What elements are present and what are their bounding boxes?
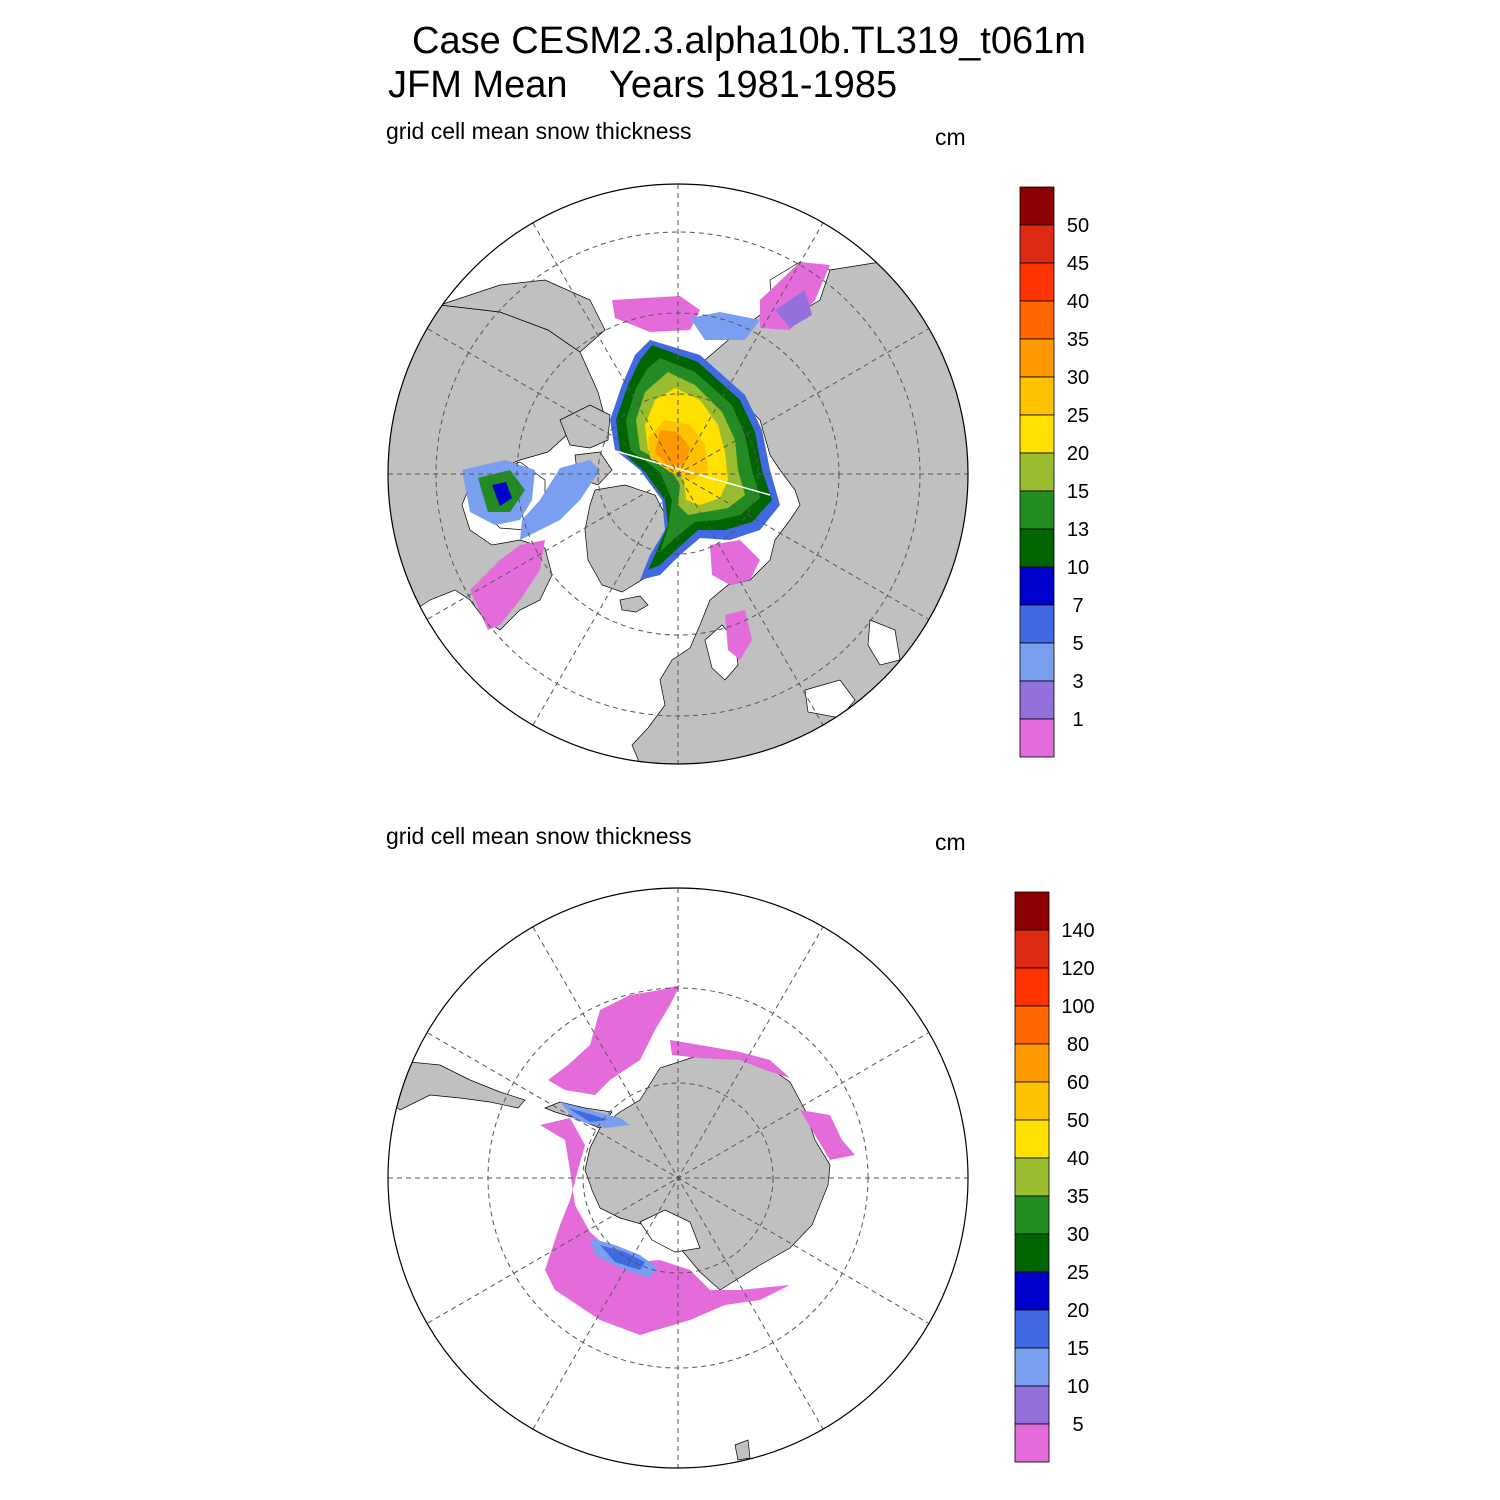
south-units: cm [935, 829, 966, 855]
north-colorbar-tick-label: 20 [1067, 443, 1089, 465]
canadian-archipelago [559, 404, 611, 449]
north-colorbar-tick-label: 13 [1067, 519, 1089, 541]
north-colorbar-box [1019, 338, 1055, 378]
north-polar-map [387, 183, 969, 765]
iceland [619, 595, 649, 613]
north-units: cm [935, 124, 966, 150]
south-colorbar-box [1014, 1309, 1050, 1349]
south-graticule [388, 888, 968, 1468]
north-colorbar-box [1019, 718, 1055, 758]
north-colorbar-box [1019, 490, 1055, 530]
south-polar-map [387, 887, 969, 1469]
north-colorbar-box [1019, 452, 1055, 492]
south-colorbar-tick-label: 20 [1067, 1300, 1089, 1322]
caspian-sea [867, 619, 901, 666]
south-colorbar-box [1014, 1043, 1050, 1083]
south-colorbar-tick-label: 5 [1072, 1414, 1083, 1436]
north-colorbar-tick-label: 35 [1067, 329, 1089, 351]
title-season-years: JFM Mean Years 1981-1985 [388, 64, 898, 106]
south-colorbar-tick-label: 140 [1061, 920, 1094, 942]
south-colorbar-box [1014, 1081, 1050, 1121]
north-colorbar-tick-label: 5 [1072, 633, 1083, 655]
south-colorbar-box [1014, 1347, 1050, 1387]
island-tasmania [734, 1439, 751, 1461]
south-colorbar-box [1014, 929, 1050, 969]
south-america-landmass [388, 1061, 526, 1111]
north-colorbar-box [1019, 528, 1055, 568]
south-colorbar-box [1014, 1157, 1050, 1197]
north-colorbar-tick-label: 40 [1067, 291, 1089, 313]
title-case: Case CESM2.3.alpha10b.TL319_t061m [412, 20, 1086, 62]
south-colorbar-tick-label: 30 [1067, 1224, 1089, 1246]
north-colorbar-box [1019, 224, 1055, 264]
north-colorbar-box [1019, 376, 1055, 416]
south-colorbar-tick-label: 35 [1067, 1186, 1089, 1208]
south-colorbar-tick-label: 100 [1061, 996, 1094, 1018]
north-map-border [387, 183, 969, 765]
north-colorbar-box [1019, 300, 1055, 340]
south-map-border [387, 887, 969, 1469]
north-colorbar-box [1019, 642, 1055, 682]
ross-sea [639, 1209, 701, 1253]
south-colorbar-box [1014, 1119, 1050, 1159]
north-graticule [388, 184, 968, 764]
south-colorbar-tick-label: 50 [1067, 1110, 1089, 1132]
north-colorbar-tick-label: 50 [1067, 215, 1089, 237]
south-colorbar-tick-label: 80 [1067, 1034, 1089, 1056]
north-colorbar-tick-label: 30 [1067, 367, 1089, 389]
north-subtitle: grid cell mean snow thickness [386, 118, 692, 144]
south-colorbar-box [1014, 1385, 1050, 1425]
south-colorbar-tick-label: 120 [1061, 958, 1094, 980]
north-colorbar-box [1019, 680, 1055, 720]
south-colorbar-box [1014, 1423, 1050, 1463]
south-colorbar-tick-label: 15 [1067, 1338, 1089, 1360]
north-colorbar-tick-label: 3 [1072, 671, 1083, 693]
north-colorbar-box [1019, 566, 1055, 606]
south-colorbar-box [1014, 967, 1050, 1007]
south-colorbar-tick-label: 25 [1067, 1262, 1089, 1284]
south-colorbar: 5 10 15 20 25 30 35 40 50 60 80 100 120 140 [1014, 891, 1095, 1463]
north-colorbar-tick-label: 7 [1072, 595, 1083, 617]
south-snow-contours [540, 985, 855, 1335]
south-colorbar-box [1014, 1005, 1050, 1045]
north-colorbar-box [1019, 262, 1055, 302]
north-colorbar-box [1019, 414, 1055, 454]
north-colorbar-tick-label: 10 [1067, 557, 1089, 579]
south-colorbar-tick-label: 40 [1067, 1148, 1089, 1170]
south-subtitle: grid cell mean snow thickness [386, 823, 692, 849]
north-colorbar-tick-label: 15 [1067, 481, 1089, 503]
north-colorbar-tick-label: 1 [1072, 709, 1083, 731]
north-colorbar-tick-label: 45 [1067, 253, 1089, 275]
south-colorbar-box [1014, 1271, 1050, 1311]
alaska-landmass [439, 279, 606, 353]
south-colorbar-box [1014, 1195, 1050, 1235]
south-colorbar-box [1014, 891, 1050, 931]
north-colorbar-tick-label: 25 [1067, 405, 1089, 427]
north-colorbar-box [1019, 186, 1055, 226]
south-colorbar-tick-label: 60 [1067, 1072, 1089, 1094]
south-colorbar-tick-label: 10 [1067, 1376, 1089, 1398]
north-colorbar-box [1019, 604, 1055, 644]
south-colorbar-box [1014, 1233, 1050, 1273]
